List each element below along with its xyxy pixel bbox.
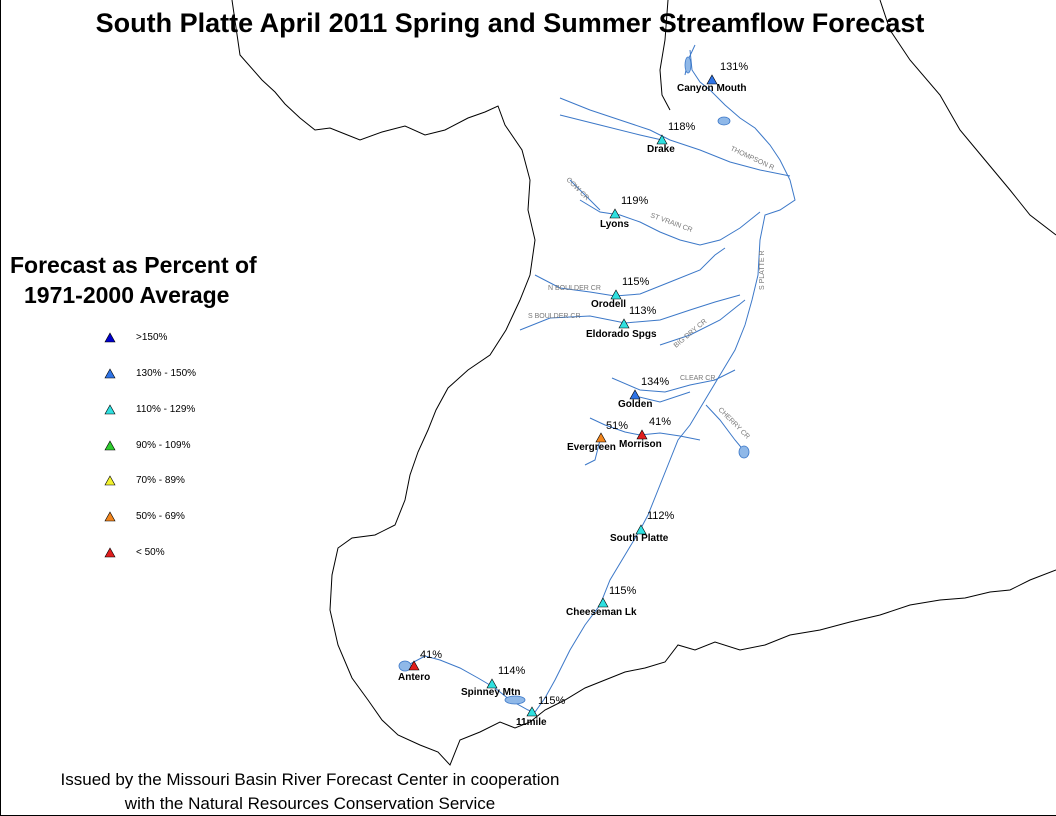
legend-item-130-150: 130% - 150% bbox=[104, 365, 196, 381]
river-label-s-platte: S PLATTE R bbox=[759, 250, 766, 290]
legend-item-50-69: 50% - 69% bbox=[104, 508, 185, 524]
triangle-icon bbox=[104, 367, 116, 378]
lakes bbox=[398, 56, 750, 705]
triangle-icon bbox=[104, 331, 116, 342]
station-percent: 131% bbox=[720, 61, 748, 73]
legend-item-label: 70% - 89% bbox=[136, 474, 185, 486]
station-percent: 41% bbox=[420, 649, 442, 661]
station-percent: 119% bbox=[621, 195, 649, 207]
station-11mile[interactable]: 115% 11mile bbox=[516, 695, 566, 728]
river-labels: THOMPSON R ST VRAIN CR COW CR N BOULDER … bbox=[528, 145, 775, 440]
basin-boundary-east bbox=[879, 0, 1056, 236]
station-name: Lyons bbox=[600, 219, 630, 230]
station-orodell[interactable]: 115% Orodell bbox=[591, 276, 650, 310]
station-percent: 134% bbox=[641, 376, 669, 388]
basin-boundary-north bbox=[659, 0, 671, 111]
station-percent: 115% bbox=[609, 585, 637, 597]
station-marker bbox=[526, 706, 538, 717]
station-marker bbox=[656, 134, 668, 145]
triangle-icon bbox=[104, 474, 116, 485]
station-percent: 115% bbox=[622, 276, 650, 288]
station-canyon-mouth[interactable]: 131% Canyon Mouth bbox=[677, 61, 748, 94]
station-marker bbox=[408, 660, 420, 671]
station-eldorado-spgs[interactable]: 113% Eldorado Spgs bbox=[586, 305, 657, 340]
basin-boundary bbox=[231, 0, 1056, 766]
station-south-platte[interactable]: 112% South Platte bbox=[610, 510, 675, 544]
station-marker bbox=[706, 74, 718, 85]
station-marker bbox=[609, 208, 621, 219]
legend-title-line2: 1971-2000 Average bbox=[24, 282, 230, 308]
river-label-st-vrain: ST VRAIN CR bbox=[649, 212, 693, 234]
triangle-icon bbox=[104, 546, 116, 557]
legend-item-label: 130% - 150% bbox=[136, 367, 197, 379]
station-name: Orodell bbox=[591, 299, 626, 310]
station-marker bbox=[629, 389, 641, 400]
station-name: Evergreen bbox=[567, 442, 616, 453]
station-spinney-mtn[interactable]: 114% Spinney Mtn bbox=[461, 665, 526, 698]
station-lyons[interactable]: 119% Lyons bbox=[600, 195, 649, 230]
legend-item-label: < 50% bbox=[136, 546, 165, 558]
stations: 131% Canyon Mouth 118% Drake 119% Lyons … bbox=[398, 61, 748, 728]
station-percent: 115% bbox=[538, 695, 566, 707]
legend-item-label: 90% - 109% bbox=[136, 439, 191, 451]
river-label-big-dry: BIG DRY CR bbox=[673, 318, 709, 349]
station-antero[interactable]: 41% Antero bbox=[398, 649, 442, 683]
station-cheeseman-lk[interactable]: 115% Cheeseman Lk bbox=[566, 585, 637, 618]
station-percent: 51% bbox=[606, 420, 628, 432]
river-label-cow: COW CR bbox=[565, 176, 591, 202]
station-name: Canyon Mouth bbox=[677, 83, 746, 94]
station-percent: 112% bbox=[647, 510, 675, 522]
station-marker bbox=[597, 597, 609, 608]
legend-item-70-89: 70% - 89% bbox=[104, 472, 185, 488]
triangle-icon bbox=[104, 510, 116, 521]
legend-title: Forecast as Percent of 1971-2000 Average bbox=[10, 250, 257, 310]
station-evergreen[interactable]: 51% Evergreen bbox=[567, 420, 628, 453]
legend-item-under-50: < 50% bbox=[104, 544, 165, 560]
station-percent: 113% bbox=[629, 305, 657, 317]
footer-line1: Issued by the Missouri Basin River Forec… bbox=[60, 770, 560, 789]
legend-item-over-150: >150% bbox=[104, 329, 167, 345]
station-percent: 118% bbox=[668, 121, 696, 133]
station-morrison[interactable]: 41% Morrison bbox=[619, 416, 671, 450]
station-percent: 41% bbox=[649, 416, 671, 428]
legend-item-90-109: 90% - 109% bbox=[104, 437, 190, 453]
river-label-cherry: CHERRY CR bbox=[717, 406, 751, 440]
station-name: Golden bbox=[618, 399, 652, 410]
station-name: Antero bbox=[398, 672, 430, 683]
station-name: Morrison bbox=[619, 439, 662, 450]
station-marker bbox=[595, 432, 607, 443]
legend-title-line1: Forecast as Percent of bbox=[10, 252, 257, 278]
station-name: Spinney Mtn bbox=[461, 687, 520, 698]
footer-line2: with the Natural Resources Conservation … bbox=[124, 794, 496, 813]
station-name: Drake bbox=[647, 144, 675, 155]
station-name: 11mile bbox=[516, 717, 547, 728]
station-name: South Platte bbox=[610, 533, 669, 544]
legend-item-label: >150% bbox=[136, 331, 168, 343]
station-percent: 114% bbox=[498, 665, 526, 677]
station-name: Eldorado Spgs bbox=[586, 329, 657, 340]
station-marker bbox=[618, 318, 630, 329]
legend-item-label: 110% - 129% bbox=[136, 403, 196, 415]
station-marker bbox=[635, 524, 647, 535]
legend-item-label: 50% - 69% bbox=[136, 510, 185, 522]
station-name: Cheeseman Lk bbox=[566, 607, 637, 618]
station-marker bbox=[486, 678, 498, 689]
legend-item-110-129: 110% - 129% bbox=[104, 401, 195, 417]
triangle-icon bbox=[104, 403, 116, 414]
station-golden[interactable]: 134% Golden bbox=[618, 376, 669, 410]
station-marker bbox=[636, 429, 648, 440]
station-marker bbox=[610, 289, 622, 300]
station-drake[interactable]: 118% Drake bbox=[647, 121, 696, 155]
map-title: South Platte April 2011 Spring and Summe… bbox=[95, 8, 925, 38]
river-label-n-boulder: N BOULDER CR bbox=[548, 285, 601, 292]
river-label-s-boulder: S BOULDER CR bbox=[528, 313, 581, 320]
river-label-clear: CLEAR CR bbox=[680, 375, 715, 382]
triangle-icon bbox=[104, 439, 116, 450]
footer: Issued by the Missouri Basin River Forec… bbox=[10, 768, 610, 816]
